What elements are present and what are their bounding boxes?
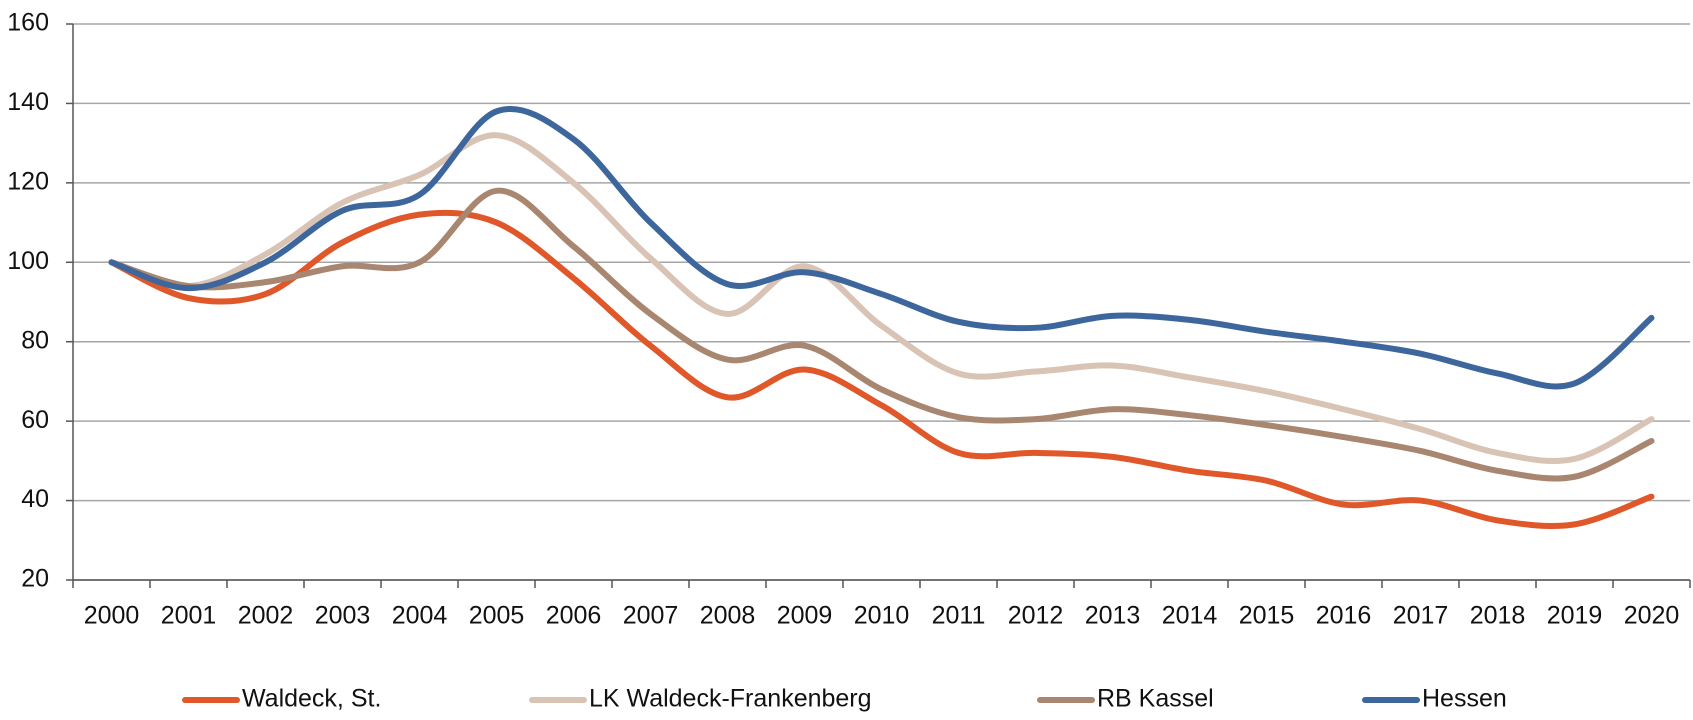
y-tick-label: 40 [21,485,49,513]
legend-label: LK Waldeck-Frankenberg [589,685,872,713]
y-tick-label: 140 [7,88,49,116]
x-tick-label: 2013 [1085,602,1141,630]
x-tick-label: 2019 [1547,602,1603,630]
y-tick-label: 60 [21,406,49,434]
x-tick-label: 2001 [161,602,217,630]
x-tick-label: 2009 [777,602,833,630]
x-tick-label: 2003 [315,602,371,630]
y-tick-label: 20 [21,565,49,593]
legend-label: Hessen [1422,685,1507,713]
x-tick-label: 2006 [546,602,602,630]
x-tick-label: 2020 [1624,602,1680,630]
y-tick-label: 80 [21,326,49,354]
x-tick-label: 2007 [623,602,679,630]
x-tick-label: 2005 [469,602,525,630]
x-tick-label: 2002 [238,602,294,630]
x-tick-label: 2011 [932,602,986,630]
y-tick-label: 120 [7,167,49,195]
x-tick-label: 2008 [700,602,756,630]
series-line [108,132,1655,464]
series-line [108,187,1655,482]
x-tick-label: 2010 [854,602,910,630]
x-tick-label: 2012 [1008,602,1064,630]
x-tick-label: 2014 [1162,602,1218,630]
x-tick-label: 2018 [1470,602,1526,630]
y-tick-label: 100 [7,247,49,275]
y-tick-label: 160 [7,9,49,37]
x-tick-label: 2017 [1393,602,1449,630]
series-line [108,105,1655,390]
x-tick-label: 2004 [392,602,448,630]
x-tick-label: 2000 [84,602,140,630]
legend-label: Waldeck, St. [242,685,381,713]
legend-label: RB Kassel [1097,685,1214,713]
series-line [108,209,1655,530]
x-tick-label: 2015 [1239,602,1295,630]
x-tick-label: 2016 [1316,602,1372,630]
